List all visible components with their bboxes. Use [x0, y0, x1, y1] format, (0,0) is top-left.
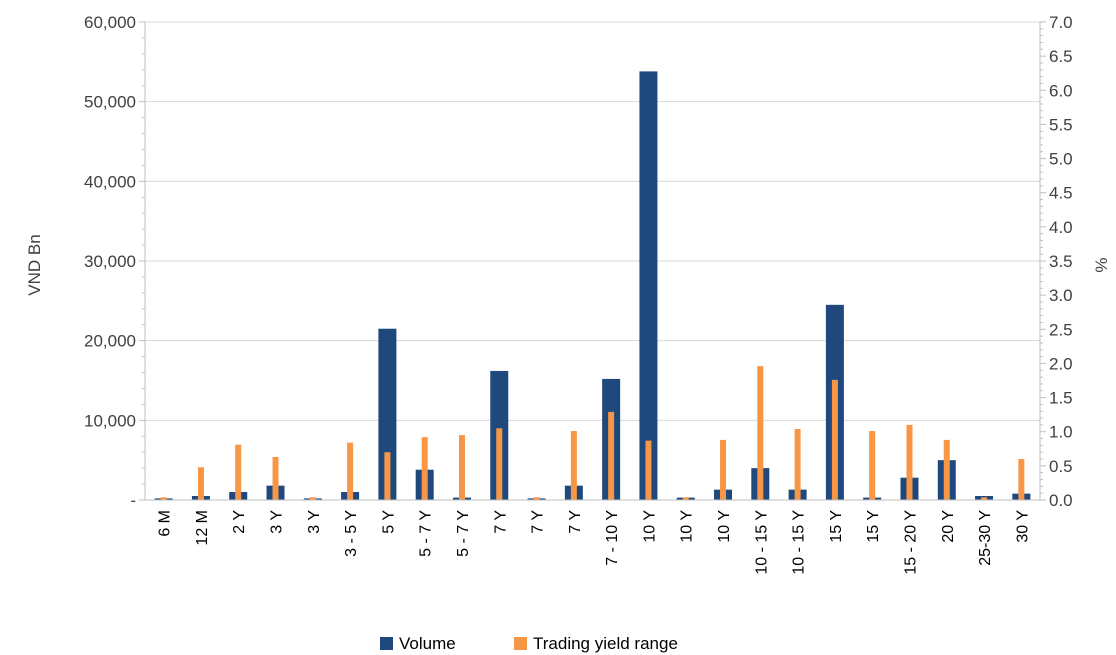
category-label: 5 - 7 Y — [455, 510, 472, 557]
trading-yield-range-bar — [384, 452, 391, 500]
category-label: 5 - 7 Y — [418, 510, 435, 557]
trading-yield-range-bar — [421, 437, 428, 500]
trading-yield-range-bar — [458, 435, 465, 500]
category-label: 10 Y — [641, 510, 658, 543]
volume-bar — [378, 328, 397, 500]
right-tick-label: 2.5 — [1049, 320, 1073, 339]
trading-yield-range-bar — [608, 411, 615, 500]
trading-yield-range-bar — [682, 497, 689, 500]
right-tick-label: 3.0 — [1049, 286, 1073, 305]
trading-yield-range-bar — [720, 439, 727, 500]
legend-label-volume: Volume — [399, 634, 456, 653]
right-tick-label: 0.0 — [1049, 491, 1073, 510]
trading-yield-range-bar — [869, 431, 876, 500]
trading-yield-range-bar — [309, 497, 316, 500]
left-tick-label: 30,000 — [84, 252, 136, 271]
category-label: 10 - 15 Y — [791, 510, 808, 575]
category-label: 25-30 Y — [977, 510, 994, 566]
left-tick-label: 10,000 — [84, 411, 136, 430]
category-label: 3 Y — [306, 510, 323, 534]
trading-yield-range-bar — [197, 467, 204, 500]
trading-yield-range-bar — [533, 497, 540, 500]
right-tick-label: 5.5 — [1049, 115, 1073, 134]
category-label: 7 Y — [492, 510, 509, 534]
category-label: 6 M — [157, 510, 174, 537]
legend: Volume Trading yield range — [380, 634, 678, 653]
trading-yield-range-bar — [943, 439, 950, 500]
legend-swatch-trading-yield-range — [514, 637, 527, 650]
category-label: 10 Y — [716, 510, 733, 543]
volume-bar — [639, 71, 658, 500]
legend-swatch-volume — [380, 637, 393, 650]
category-label: 5 Y — [380, 510, 397, 534]
trading-yield-range-bar — [235, 444, 242, 500]
trading-yield-range-bar — [794, 428, 801, 500]
category-label: 7 Y — [530, 510, 547, 534]
category-label: 20 Y — [940, 510, 957, 543]
category-label: 7 Y — [567, 510, 584, 534]
category-label: 7 - 10 Y — [604, 510, 621, 566]
category-label: 10 - 15 Y — [753, 510, 770, 575]
trading-yield-range-bar — [906, 424, 913, 500]
left-tick-label: 50,000 — [84, 93, 136, 112]
right-tick-label: 4.0 — [1049, 218, 1073, 237]
right-tick-label: 2.0 — [1049, 354, 1073, 373]
gridlines — [145, 21, 1040, 421]
legend-label-trading-yield-range: Trading yield range — [533, 634, 678, 653]
right-tick-label: 6.0 — [1049, 81, 1073, 100]
right-axis-ticks: 0.0 0.5 1.0 1.5 2.0 2.5 3.0 3.5 4.0 4.5 5.0 5.5 6.0 6… — [1040, 13, 1073, 510]
trading-yield-range-bar — [160, 497, 167, 500]
right-tick-label: 0.5 — [1049, 457, 1073, 476]
category-labels: 6 M 12 M 2 Y 3 Y 3 Y 3 - 5 Y 5 Y 5 - 7 Y 5 - 7 Y… — [157, 510, 1032, 575]
bars — [154, 71, 1031, 500]
category-label: 3 Y — [269, 510, 286, 534]
category-label: 10 Y — [679, 510, 696, 543]
right-tick-label: 7.0 — [1049, 13, 1073, 32]
category-label: 15 - 20 Y — [902, 510, 919, 575]
y2-axis-title: % — [1092, 257, 1111, 272]
trading-yield-range-bar — [1018, 459, 1025, 500]
right-tick-label: 4.5 — [1049, 184, 1073, 203]
left-tick-label: - — [130, 491, 136, 510]
left-tick-label: 60,000 — [84, 13, 136, 32]
right-tick-label: 3.5 — [1049, 252, 1073, 271]
trading-yield-range-bar — [272, 456, 279, 500]
left-tick-label: 40,000 — [84, 172, 136, 191]
trading-yield-range-bar — [981, 497, 988, 500]
category-label: 3 - 5 Y — [343, 510, 360, 557]
y-axis-title: VND Bn — [25, 234, 44, 295]
right-tick-label: 5.0 — [1049, 150, 1073, 169]
trading-yield-range-bar — [757, 366, 764, 500]
category-label: 12 M — [194, 510, 211, 546]
right-tick-label: 1.5 — [1049, 389, 1073, 408]
category-label: 15 Y — [828, 510, 845, 543]
left-tick-label: 20,000 — [84, 332, 136, 351]
category-label: 30 Y — [1014, 510, 1031, 543]
right-tick-label: 6.5 — [1049, 47, 1073, 66]
trading-yield-range-bar — [570, 431, 577, 500]
right-tick-label: 1.0 — [1049, 423, 1073, 442]
category-label: 2 Y — [231, 510, 248, 534]
trading-yield-range-bar — [496, 428, 503, 500]
left-axis-ticks: - 10,000 20,000 30,000 40,000 50,000 60,000 — [84, 13, 145, 510]
category-label: 15 Y — [865, 510, 882, 543]
trading-yield-range-bar — [645, 440, 652, 500]
trading-yield-range-bar — [347, 442, 354, 500]
trading-yield-range-bar — [831, 379, 838, 500]
